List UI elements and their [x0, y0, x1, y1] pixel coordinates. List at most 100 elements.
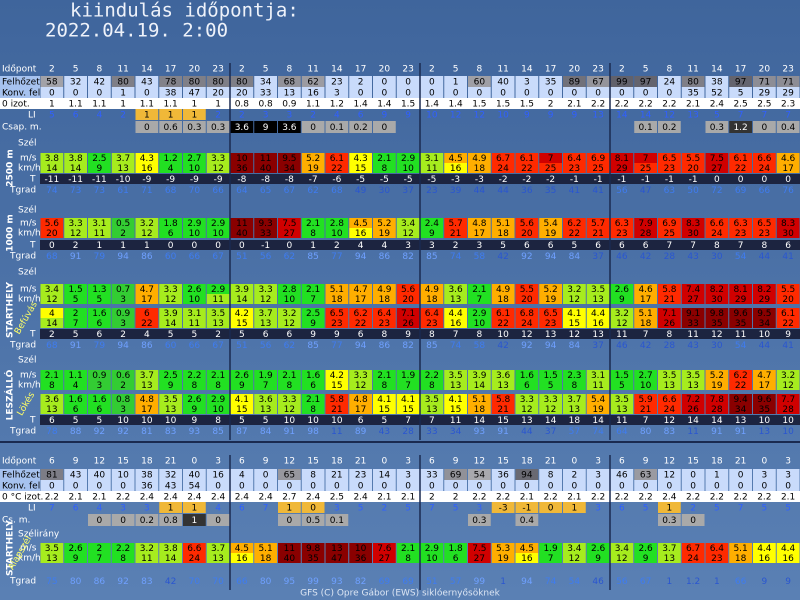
tgrad-value: 63 [664, 186, 675, 196]
tgrad-value: 86 [141, 252, 153, 262]
precip-cell [278, 121, 301, 133]
wind-ms-cell [206, 153, 230, 163]
wind-kmh-value: 9 [595, 554, 601, 564]
wind-kmh-cell [420, 553, 444, 563]
time: 15 [497, 457, 508, 467]
freezing-value: 1.1 [306, 100, 320, 110]
row-label: Csap. m. [2, 123, 42, 133]
conv-value: 0 [239, 482, 245, 492]
t-value: 6 [287, 330, 293, 340]
gust-kmh-cell [278, 318, 301, 328]
cloud-value: 23 [355, 471, 366, 481]
t-value: 7 [690, 241, 696, 251]
conv-cell [159, 480, 182, 491]
wind-kmh-value: 12 [569, 554, 580, 564]
li-value: 10 [497, 111, 509, 121]
t-value: 2 [120, 330, 126, 340]
cloud-cell [111, 469, 135, 480]
gust-ms-cell [373, 394, 396, 404]
li-value: 2 [215, 111, 221, 121]
conv-cell [681, 480, 705, 491]
time: 9 [263, 457, 269, 467]
gust-ms-value: 3.9 [163, 309, 178, 319]
tgrad-value: 91 [735, 427, 746, 437]
cloud-value: 43 [70, 471, 81, 481]
li-value: 4 [97, 504, 103, 514]
wind-kmh-cell [40, 294, 64, 304]
wind-kmh-cell [111, 228, 135, 238]
wind-ms-value: 1.9 [401, 371, 416, 381]
wind-kmh-value: 6 [453, 554, 459, 564]
wind-kmh-cell [586, 163, 610, 173]
wind-ms-value: 4.5 [448, 154, 462, 164]
tgrad-value: 68 [46, 252, 58, 262]
t-value: 5 [239, 330, 245, 340]
wind-kmh-cell [563, 228, 586, 238]
wind-ms-cell [111, 218, 135, 228]
t-value: 10 [141, 416, 153, 426]
cloud-cell [230, 76, 254, 87]
wind-ms-value: 0.5 [116, 219, 130, 229]
wind-ms-value: 0.7 [116, 285, 130, 295]
conv-cell [515, 480, 539, 491]
tgrad-value: 11 [687, 427, 698, 437]
tgrad-value: 64 [236, 186, 248, 196]
wind-ms-value: 5.2 [306, 154, 320, 164]
row-label: m/s [20, 219, 37, 229]
cloud-cell [254, 469, 277, 480]
wind-kmh-cell [278, 553, 301, 563]
time: 8 [287, 65, 293, 75]
t-value: -5 [356, 175, 365, 185]
wind-kmh-cell [420, 380, 444, 390]
cloud-cell [40, 469, 64, 480]
gust-kmh-cell [491, 404, 515, 414]
wind-ms-cell [396, 370, 420, 380]
tgrad-value: 80 [260, 577, 272, 587]
wind-ms-cell [159, 370, 182, 380]
time: 8 [667, 65, 673, 75]
wind-ms-cell [491, 153, 515, 163]
conv-cell [563, 480, 586, 491]
wind-ms-cell [468, 543, 491, 553]
gust-kmh-cell [254, 318, 277, 328]
wind-kmh-value: 22 [735, 164, 746, 174]
time: 11 [687, 65, 698, 75]
wind-kmh-cell [396, 553, 420, 563]
wind-ms-value: 3.8 [45, 154, 60, 164]
wind-kmh-cell [159, 294, 182, 304]
cloud-cell [658, 76, 681, 87]
wind-ms-cell [658, 218, 681, 228]
wind-kmh-value: 8 [120, 554, 126, 564]
li-value: 2 [310, 111, 316, 121]
conv-cell [301, 480, 325, 491]
wind-kmh-value: 25 [664, 229, 675, 239]
li-value: 2 [120, 111, 126, 121]
tgrad-value: 85 [212, 427, 223, 437]
gust-kmh-value: 33 [687, 319, 698, 329]
freezing-value: 2.1 [92, 493, 106, 503]
tgrad-value: 76 [782, 186, 794, 196]
wind-ms-value: 3.7 [116, 154, 130, 164]
conv-value: 1 [120, 89, 126, 99]
freezing-value: 1 [120, 100, 126, 110]
wind-ms-cell [539, 543, 562, 553]
t-value: -2 [499, 175, 508, 185]
wind-ms-value: 5.7 [448, 219, 462, 229]
wind-kmh-value: 11 [426, 164, 437, 174]
conv-cell [563, 87, 586, 98]
time: 18 [141, 457, 153, 467]
tgrad-value: 66 [189, 252, 201, 262]
wind-kmh-cell [325, 228, 349, 238]
wind-kmh-value: 8 [382, 164, 388, 174]
cloud-cell [491, 469, 515, 480]
wind-kmh-value: 19 [307, 164, 319, 174]
tgrad-value: 93 [331, 577, 342, 587]
wind-kmh-cell [349, 228, 372, 238]
freezing-value: 2.1 [567, 493, 581, 503]
wind-kmh-value: 5 [548, 381, 554, 391]
t-value: 7 [738, 241, 744, 251]
conv-cell [349, 480, 372, 491]
cloud-cell [468, 76, 491, 87]
conv-value: 0 [120, 482, 126, 492]
li-value: 1 [168, 111, 174, 121]
